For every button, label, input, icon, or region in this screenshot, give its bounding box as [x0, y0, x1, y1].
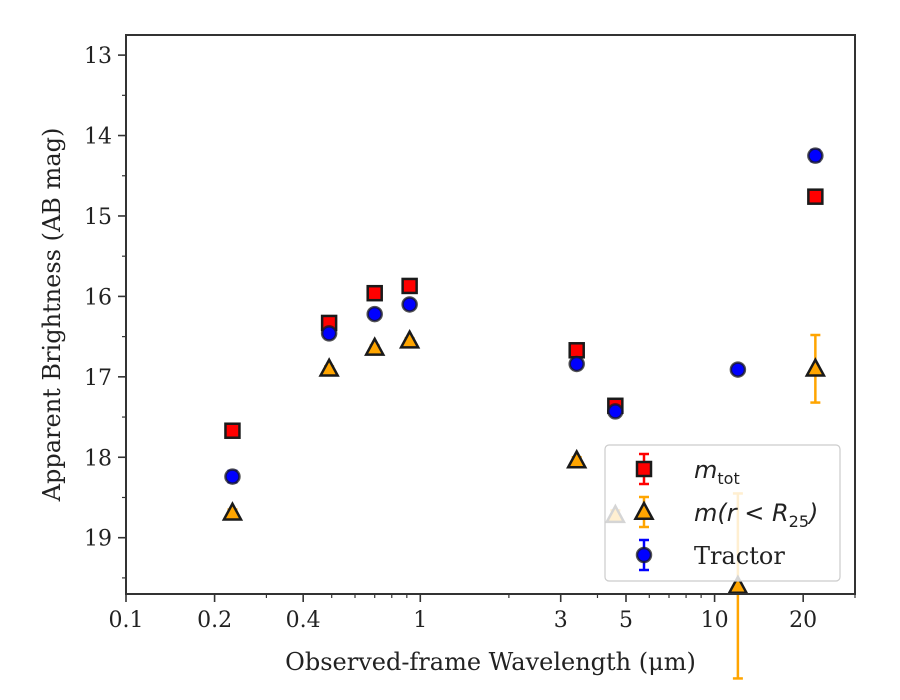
y-tick-label-4: 17 — [84, 366, 112, 391]
x-tick-label-6: 10 — [701, 608, 729, 633]
mr25-point-2 — [364, 336, 386, 356]
x-tick-label-0: 0.1 — [109, 608, 144, 633]
tractor-point-6 — [729, 361, 747, 378]
x-tick-label-3: 1 — [413, 608, 427, 633]
tractor-point-4 — [568, 355, 585, 373]
x-tick-label-4: 3 — [554, 608, 568, 633]
legend-entry-tractor: Tractor — [635, 538, 785, 572]
mr25-point-0 — [221, 501, 244, 521]
x-tick-label-1: 0.2 — [197, 608, 232, 633]
mr25-point-1 — [318, 357, 340, 377]
y-tick-label-3: 16 — [84, 285, 112, 310]
y-axis-ticks: 13 14 15 16 17 18 19 — [84, 44, 126, 579]
legend-label-tractor: Tractor — [694, 542, 785, 570]
mtot-point-4 — [568, 342, 585, 359]
legend-marker-tractor — [635, 546, 653, 564]
series-tractor — [224, 147, 824, 485]
mr25-point-3 — [398, 329, 421, 349]
plot-frame — [125, 34, 856, 595]
legend-box — [604, 444, 841, 582]
data-marks — [221, 147, 827, 680]
tractor-point-5 — [607, 403, 624, 420]
mtot-point-3 — [401, 277, 418, 295]
mtot-point-2 — [366, 284, 383, 302]
mr25-point-6 — [727, 574, 749, 594]
tractor-point-1 — [320, 325, 338, 342]
legend-label-mtot: mtot — [694, 456, 740, 488]
tractor-point-7 — [807, 147, 824, 164]
y-tick-label-1: 14 — [84, 125, 112, 150]
series-mtot — [224, 188, 824, 439]
x-axis-ticks: 0.1 0.2 0.4 1 3 5 10 20 — [109, 594, 856, 633]
legend-entry-mr25: m(r < R25) — [633, 495, 818, 531]
legend-marker-mr25 — [633, 500, 655, 520]
x-tick-label-2: 0.4 — [286, 608, 321, 633]
x-tick-label-5: 5 — [619, 608, 633, 633]
legend-label-mr25: m(r < R25) — [694, 499, 818, 531]
y-axis-label: Apparent Brightness (AB mag) — [38, 128, 66, 503]
series-mr25 — [221, 329, 827, 680]
y-tick-label-6: 19 — [84, 527, 112, 552]
y-tick-label-0: 13 — [84, 44, 112, 69]
tractor-point-2 — [366, 305, 383, 323]
mtot-point-6 — [807, 188, 824, 205]
y-tick-label-2: 15 — [84, 205, 112, 230]
tractor-point-0 — [224, 468, 241, 485]
mr25-point-4 — [566, 448, 588, 469]
y-tick-label-5: 18 — [84, 446, 112, 471]
legend-entry-mtot: mtot — [635, 452, 740, 488]
tractor-point-3 — [401, 296, 418, 313]
legend: mtot m(r < R25) Tractor — [604, 444, 841, 582]
mtot-point-0 — [224, 422, 241, 439]
mr25-point-7 — [804, 357, 827, 377]
x-axis-label: Observed-frame Wavelength (μm) — [285, 648, 696, 676]
legend-marker-mtot — [635, 460, 653, 478]
x-tick-label-7: 20 — [789, 608, 817, 633]
